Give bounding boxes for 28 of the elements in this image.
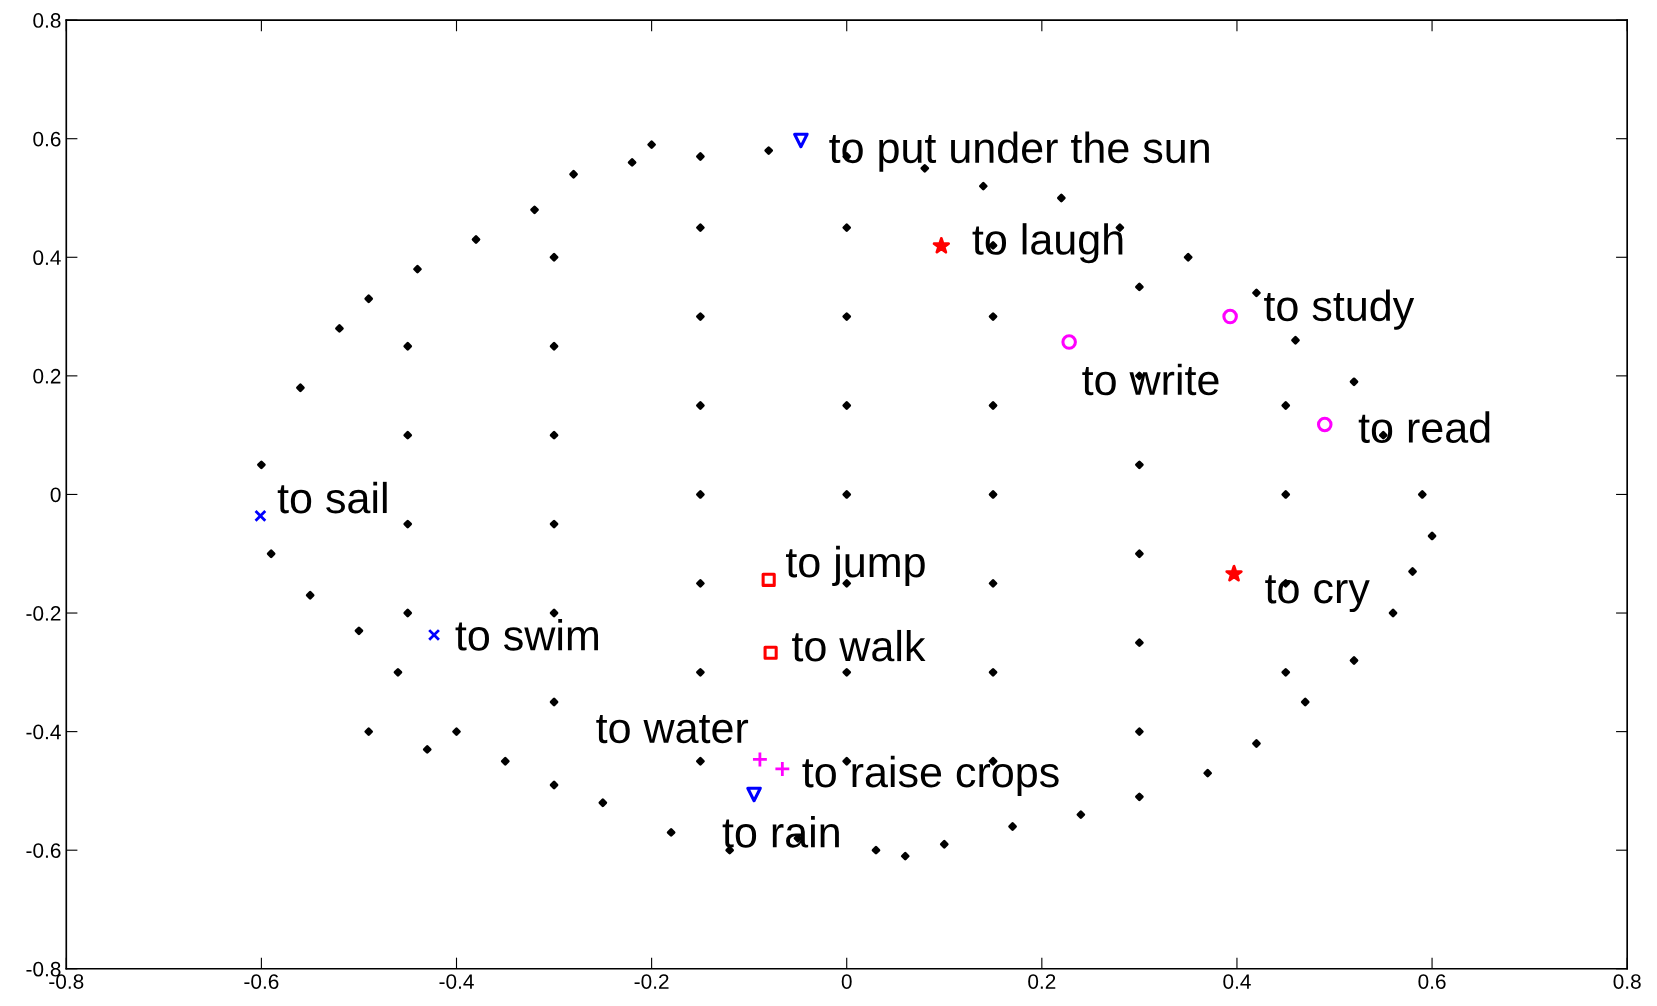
annotation: to raise crops [802,755,1059,796]
annotation: to walk [792,629,926,662]
annotation: to sail [277,481,387,514]
annotation: to study [1264,289,1415,330]
annotation: to water [596,715,749,744]
annotation: to jump [786,545,925,587]
y-tick-label: 0 [50,487,61,503]
x-tick-label: -0.4 [439,974,474,989]
x-tick-label: 0.6 [1418,974,1446,989]
y-tick-label: 0.4 [33,250,61,266]
y-tick-label: 0.6 [33,131,61,147]
annotation: to write [1082,363,1219,396]
y-tick-label: 0.2 [33,368,61,384]
x-tick-label: 0 [841,974,852,989]
annotation: to cry [1265,575,1370,613]
annotation: to rain [722,816,839,848]
x-tick-label: 0.4 [1223,974,1251,989]
y-tick-label: 0.8 [33,13,61,28]
annotation: to swim [455,619,598,651]
y-tick-label: -0.6 [26,843,61,858]
y-tick-label: -0.2 [26,606,61,621]
annotation: to laugh [972,223,1123,264]
y-tick-label: -0.4 [26,724,61,740]
x-tick-label: 0.2 [1028,974,1056,989]
annotation: to read [1358,411,1490,443]
x-tick-label: 0.8 [1613,974,1641,989]
x-tick-label: -0.6 [244,974,279,989]
x-tick-label: -0.2 [634,974,669,989]
